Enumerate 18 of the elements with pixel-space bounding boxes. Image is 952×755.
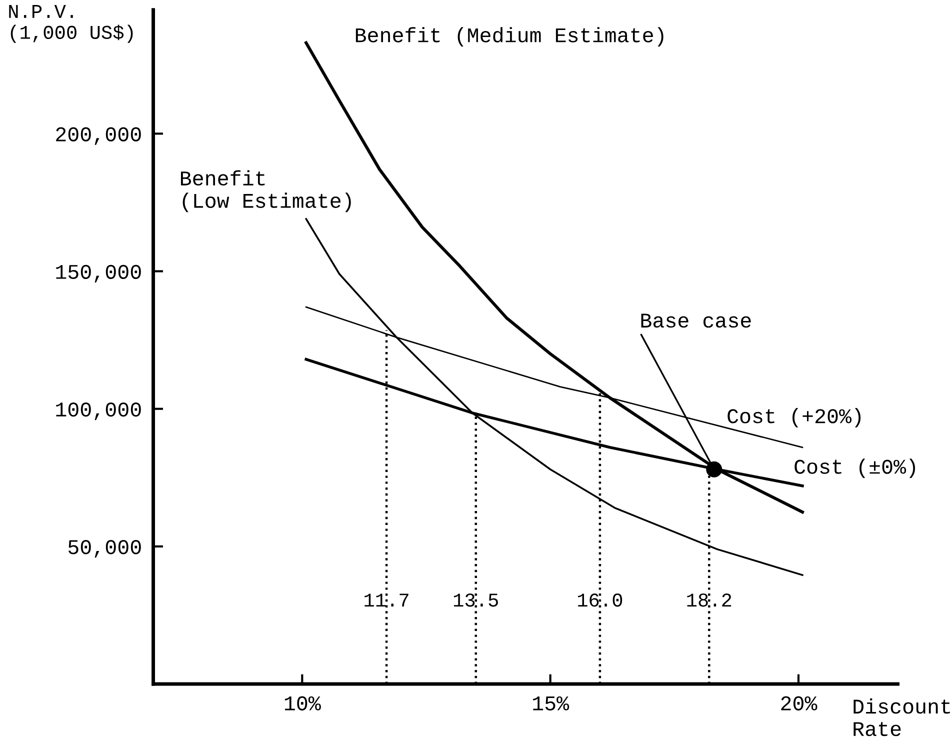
x-tick-label: 15%	[533, 696, 570, 710]
series-label: Cost (+20%)	[728, 408, 861, 428]
text: Benefit (Low Estimate)	[180, 170, 351, 212]
ref-line-label: 16.0	[578, 593, 622, 607]
series-label: Cost (±0%)	[794, 458, 916, 478]
y-tick-label: 100,000	[56, 402, 141, 420]
ref-line-label: 18.2	[687, 593, 732, 607]
x-axis-title: Discount Rate	[854, 698, 950, 736]
x-tick-label: 10%	[284, 696, 321, 710]
series-label: Benefit (Medium Estimate)	[356, 27, 664, 46]
x-tick-label: 20%	[781, 696, 818, 710]
ref-line-label: 13.5	[454, 593, 498, 607]
y-axis-title: N.P.V. (1,000 US$)	[9, 5, 133, 43]
y-tick-label: 50,000	[68, 540, 141, 558]
y-tick-label: 150,000	[56, 264, 141, 282]
y-tick-label: 200,000	[56, 127, 141, 145]
ref-line-label: 11.7	[364, 594, 408, 606]
annotation: Base case	[641, 314, 751, 328]
